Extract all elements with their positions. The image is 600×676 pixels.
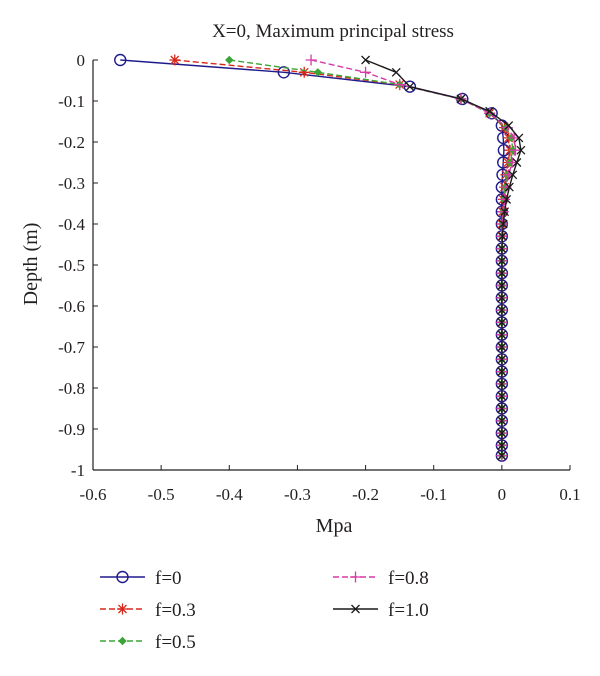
- y-tick-label: -0.7: [58, 338, 85, 357]
- data-point: [514, 133, 524, 143]
- legend-item: f=0: [100, 568, 182, 589]
- data-point: [508, 170, 518, 180]
- data-point: [498, 219, 508, 229]
- data-point: [516, 145, 526, 155]
- legend-marker-icon: [351, 604, 360, 614]
- y-tick-label: 0: [77, 51, 86, 70]
- legend-label: f=0.5: [155, 632, 196, 653]
- data-point: [508, 132, 520, 144]
- data-point: [391, 67, 401, 77]
- y-tick-label: -1: [71, 461, 85, 480]
- y-tick-label: -0.9: [58, 420, 85, 439]
- data-point: [298, 66, 310, 78]
- data-point: [497, 281, 507, 290]
- data-point: [360, 66, 372, 78]
- data-point: [497, 206, 509, 218]
- data-point: [277, 66, 290, 79]
- y-tick-label: -0.3: [58, 174, 85, 193]
- legend-marker-icon: [116, 570, 129, 584]
- data-point: [497, 330, 507, 340]
- data-point: [114, 53, 127, 67]
- legend-label: f=0.8: [388, 568, 429, 589]
- data-point: [169, 54, 181, 66]
- series-layer: [114, 53, 526, 462]
- data-point: [497, 244, 507, 254]
- legend-label: f=0: [155, 568, 182, 589]
- data-point: [497, 379, 507, 389]
- data-point: [313, 68, 323, 77]
- data-point: [305, 54, 317, 66]
- legend-marker-icon: [350, 571, 361, 583]
- data-point: [497, 416, 507, 426]
- series-line: [229, 59, 514, 456]
- data-point: [361, 55, 371, 65]
- x-tick-label: -0.4: [216, 485, 243, 504]
- data-point: [509, 144, 521, 156]
- legend-marker-icon: [118, 636, 127, 646]
- data-point: [405, 82, 415, 92]
- data-point: [497, 391, 507, 401]
- x-axis-label: Mpa: [316, 515, 353, 537]
- data-point: [499, 193, 511, 205]
- data-point: [504, 121, 514, 131]
- legend-label: f=1.0: [388, 600, 429, 621]
- x-tick-label: 0: [498, 485, 507, 504]
- chart-title: X=0, Maximum principal stress: [212, 21, 454, 42]
- legend-item: f=0.5: [100, 632, 196, 653]
- data-point: [502, 194, 512, 204]
- x-tick-label: -0.6: [80, 485, 107, 504]
- data-point: [497, 342, 507, 352]
- series-5: [361, 55, 526, 461]
- data-point: [497, 293, 507, 303]
- y-tick-label: -0.5: [58, 256, 85, 275]
- data-point: [456, 94, 466, 104]
- data-point: [394, 79, 406, 91]
- data-point: [485, 106, 495, 116]
- series-3: [225, 55, 517, 460]
- legend-marker-icon: [117, 603, 128, 615]
- data-point: [497, 428, 507, 438]
- data-point: [225, 55, 234, 65]
- legend-item: f=1.0: [333, 600, 429, 621]
- y-tick-label: -0.4: [58, 215, 85, 234]
- data-point: [504, 182, 514, 192]
- data-point: [497, 354, 507, 364]
- x-tick-label: -0.3: [284, 485, 311, 504]
- data-point: [497, 317, 507, 327]
- data-point: [497, 305, 507, 315]
- data-point: [497, 451, 507, 461]
- data-point: [500, 207, 510, 217]
- data-point: [512, 158, 522, 167]
- series-1: [114, 53, 511, 462]
- data-point: [506, 157, 518, 168]
- legend-label: f=0.3: [155, 600, 196, 621]
- data-point: [497, 404, 507, 413]
- y-tick-label: -0.2: [58, 133, 85, 152]
- legend-item: f=0.3: [100, 600, 196, 621]
- x-tick-label: -0.2: [352, 485, 379, 504]
- series-line: [174, 59, 511, 456]
- y-tick-label: -0.1: [58, 92, 85, 111]
- data-point: [497, 367, 507, 377]
- legend-item: f=0.8: [333, 568, 429, 589]
- data-point: [497, 440, 507, 450]
- axes: -0.6 -0.5 -0.4 -0.3 -0.2 -0.1 0 0.1 0 -0.1 -0.2 -0.…: [58, 51, 581, 504]
- x-tick-label: -0.5: [148, 485, 175, 504]
- data-point: [497, 268, 507, 278]
- x-tick-label: 0.1: [559, 485, 580, 504]
- x-tick-label: -0.1: [420, 485, 447, 504]
- data-point: [497, 256, 507, 266]
- y-tick-label: -0.8: [58, 379, 85, 398]
- series-line: [120, 59, 505, 456]
- y-axis-label: Depth (m): [20, 223, 42, 306]
- series-line: [310, 59, 517, 456]
- data-point: [498, 231, 507, 241]
- y-tick-label: -0.6: [58, 297, 85, 316]
- legend: f=0 f=0.3 f=0.5 f=0.8 f=1.0: [100, 568, 429, 653]
- data-point: [403, 80, 417, 93]
- series-2: [169, 54, 516, 462]
